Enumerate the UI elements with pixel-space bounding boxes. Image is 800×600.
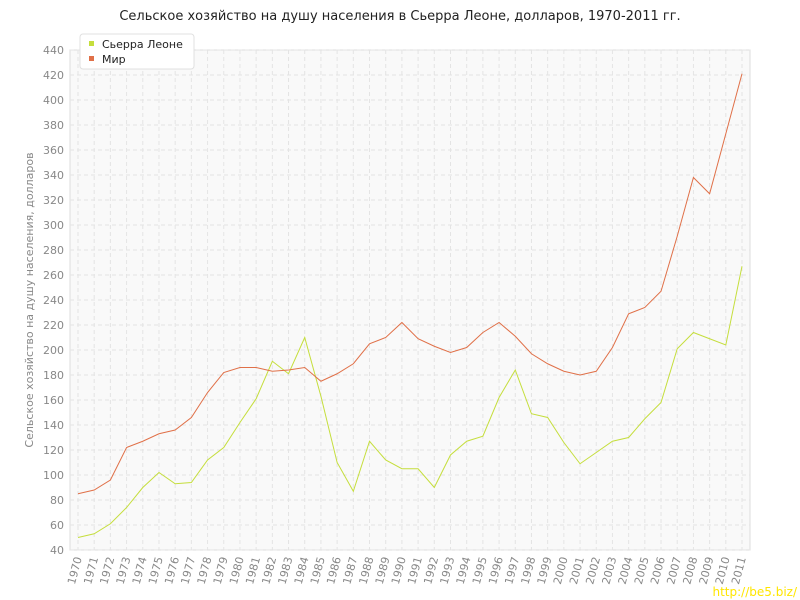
y-tick-label: 140: [43, 419, 64, 432]
y-tick-label: 280: [43, 244, 64, 257]
legend: Сьерра Леоне Мир: [79, 33, 195, 70]
legend-swatch: [89, 56, 94, 61]
watermark: http://be5.biz/: [712, 585, 797, 599]
y-tick-label: 360: [43, 144, 64, 157]
y-tick-label: 200: [43, 344, 64, 357]
y-axis-label: Сельское хозяйство на душу населения, до…: [23, 152, 36, 447]
series-line: [77, 73, 743, 495]
y-tick-label: 180: [43, 369, 64, 382]
y-tick-label: 300: [43, 219, 64, 232]
y-tick-label: 40: [50, 544, 64, 557]
y-tick-label: 60: [50, 519, 64, 532]
y-tick-label: 120: [43, 444, 64, 457]
y-tick-label: 420: [43, 69, 64, 82]
legend-label: Сьерра Леоне: [102, 38, 183, 51]
y-tick-label: 220: [43, 319, 64, 332]
y-tick-label: 320: [43, 194, 64, 207]
chart-title: Сельское хозяйство на душу населения в С…: [119, 9, 680, 24]
y-tick-label: 100: [43, 469, 64, 482]
y-tick-label: 240: [43, 294, 64, 307]
legend-box: [79, 33, 195, 70]
y-tick-label: 80: [50, 494, 64, 507]
legend-label: Мир: [102, 53, 126, 66]
y-tick-label: 160: [43, 394, 64, 407]
y-tick-label: 340: [43, 169, 64, 182]
y-tick-label: 400: [43, 94, 64, 107]
legend-swatch: [89, 41, 94, 46]
series-line: [77, 266, 743, 538]
y-tick-label: 260: [43, 269, 64, 282]
y-tick-label: 380: [43, 119, 64, 132]
y-tick-label: 440: [43, 44, 64, 57]
